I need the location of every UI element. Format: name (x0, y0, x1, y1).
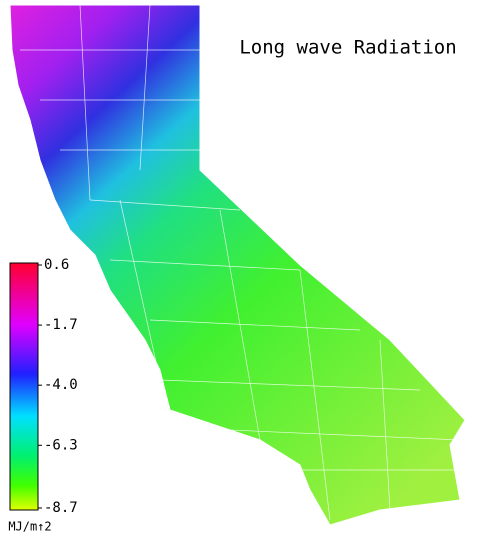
california (9, 4, 466, 526)
title: Long wave Radiation (239, 37, 456, 59)
colorbar-unit: MJ/m↑2 (8, 520, 51, 534)
colorbar (9, 262, 39, 511)
county-lines (20, 4, 461, 521)
colorbar-ticks: 0.6 -1.7 -4.0 -6.3 -8.7 (38, 257, 78, 516)
tick-label: -8.7 (44, 500, 78, 516)
tick-label: 0.6 (44, 257, 69, 273)
tick-label: -4.0 (44, 377, 78, 393)
tick-label: -1.7 (44, 317, 78, 333)
tick-label: -6.3 (44, 437, 78, 453)
